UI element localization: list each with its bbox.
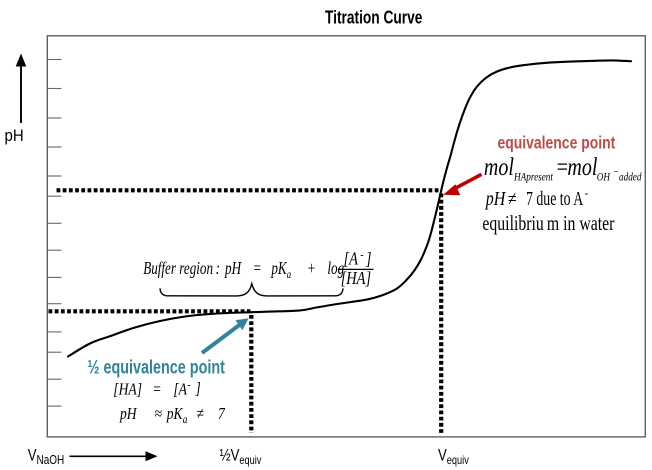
svg-text:Titration Curve: Titration Curve <box>325 8 422 28</box>
svg-text:pH≈pKa≠7: pH ≈ pKa ≠ 7 <box>119 405 226 427</box>
svg-text:½ equivalence point: ½ equivalence point <box>88 357 226 378</box>
svg-text:[HA]: [HA] <box>341 267 371 288</box>
svg-text:molHApresent=molOH−added: molHApresent=molOH −added <box>484 153 642 184</box>
svg-text:pH≠7 due to A-: pH ≠ 7 due to A- <box>484 186 588 209</box>
svg-text:Vequiv: Vequiv <box>438 446 469 467</box>
svg-text:VNaOH: VNaOH <box>28 446 65 467</box>
svg-text:equilibriu m in water: equilibriu m in water <box>482 212 615 236</box>
svg-text:Buffer region :pH=pKa+log: Buffer region : pH = pKa + log <box>143 259 344 281</box>
svg-text:[HA]=[A-]: [HA] = [A-] <box>113 379 200 399</box>
svg-text:[A-]: [A -] <box>344 248 372 269</box>
svg-text:½Vequiv: ½Vequiv <box>220 446 262 467</box>
svg-text:pH: pH <box>5 127 24 145</box>
svg-text:equivalence point: equivalence point <box>498 133 616 153</box>
